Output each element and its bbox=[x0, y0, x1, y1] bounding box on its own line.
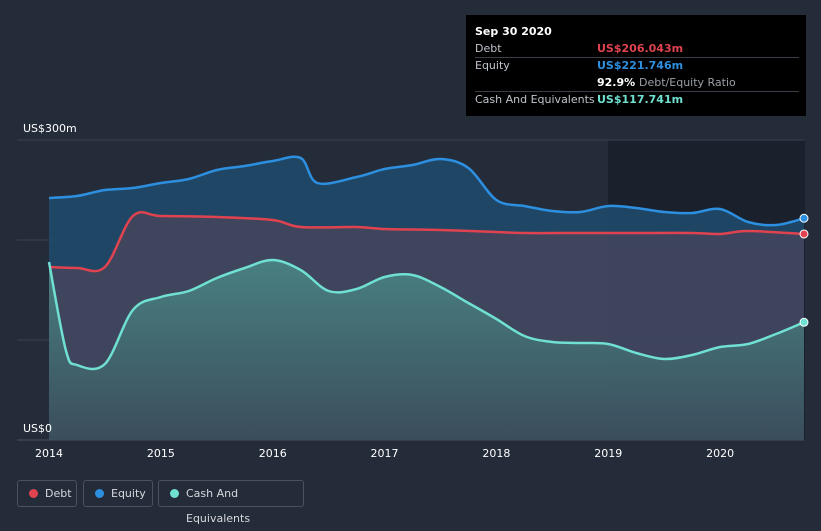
tooltip-debt-label: Debt bbox=[475, 42, 502, 55]
tooltip-cash-value: US$117.741m bbox=[597, 93, 684, 106]
y-axis-bottom-label: US$0 bbox=[23, 422, 52, 435]
equity-dot-icon bbox=[95, 489, 104, 498]
cash-and-equivalents-line bbox=[47, 258, 805, 371]
tooltip-equity-label: Equity bbox=[475, 59, 510, 72]
cash-and-equivalents-area bbox=[49, 259, 804, 440]
end-markers bbox=[799, 213, 809, 327]
tooltip-ratio-label: Debt/Equity Ratio bbox=[639, 76, 736, 89]
legend-item-debt[interactable]: Debt bbox=[17, 480, 77, 507]
tooltip-ratio-value: 92.9% bbox=[597, 76, 636, 89]
cash-and-equivalents-end-point bbox=[799, 317, 809, 327]
series-lines bbox=[47, 155, 805, 371]
tooltip-row-ratio: 92.9% Debt/Equity Ratio bbox=[475, 74, 799, 92]
tooltip-row-equity: Equity US$221.746m bbox=[475, 57, 799, 74]
x-tick-2020: 2020 bbox=[706, 447, 734, 460]
tooltip-equity-value: US$221.746m bbox=[597, 59, 684, 72]
debt-line bbox=[48, 210, 805, 273]
tooltip-cash-label: Cash And Equivalents bbox=[475, 93, 595, 106]
equity-line bbox=[48, 155, 805, 227]
x-tick-2017: 2017 bbox=[371, 447, 399, 460]
x-tick-2015: 2015 bbox=[147, 447, 175, 460]
legend-equity-label: Equity bbox=[111, 487, 146, 500]
equity-end-point bbox=[799, 213, 809, 223]
legend-debt-label: Debt bbox=[45, 487, 72, 500]
x-tick-2019: 2019 bbox=[594, 447, 622, 460]
x-tick-2018: 2018 bbox=[482, 447, 510, 460]
legend-cash-label: Cash And Equivalents bbox=[186, 487, 251, 525]
x-tick-2014: 2014 bbox=[35, 447, 63, 460]
tooltip: Sep 30 2020 Debt US$206.043m Equity US$2… bbox=[466, 15, 806, 116]
legend-item-cash[interactable]: Cash And Equivalents bbox=[158, 480, 304, 525]
legend-item-equity[interactable]: Equity bbox=[83, 480, 153, 507]
tooltip-date: Sep 30 2020 bbox=[475, 25, 552, 38]
y-axis-top-label: US$300m bbox=[23, 122, 77, 135]
debt-dot-icon bbox=[29, 489, 38, 498]
tooltip-row-debt: Debt US$206.043m bbox=[475, 40, 799, 58]
tooltip-ratio: 92.9% Debt/Equity Ratio bbox=[597, 76, 736, 89]
x-tick-2016: 2016 bbox=[259, 447, 287, 460]
debt-end-point bbox=[799, 229, 809, 239]
cash-dot-icon bbox=[170, 489, 179, 498]
tooltip-debt-value: US$206.043m bbox=[597, 42, 684, 55]
tooltip-row-cash: Cash And Equivalents US$117.741m bbox=[475, 91, 799, 108]
x-axis-ticks: 2014 2015 2016 2017 2018 2019 2020 bbox=[35, 447, 734, 460]
